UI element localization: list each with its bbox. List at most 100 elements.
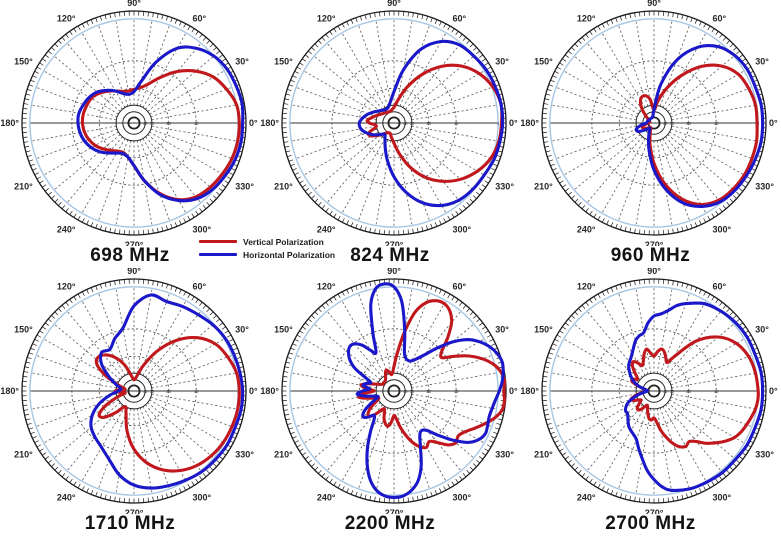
- outer-ring-ticks: [282, 279, 506, 503]
- legend-label-horizontal-polarization: Horizontal Polarization: [243, 249, 336, 260]
- angle-label-150: 150°: [274, 325, 293, 335]
- angle-label-240: 240°: [57, 224, 76, 234]
- angle-label-120: 120°: [317, 14, 336, 24]
- polar-chart-960mhz: 40 30 20 10 3 0°30°60°90°120°150°180°210°240°…: [520, 0, 778, 246]
- angle-label-0: 0°: [249, 386, 258, 396]
- angle-label-240: 240°: [57, 492, 76, 502]
- polar-plot-960mhz: 40 30 20 10 3 0° 30° 60° 90° 120° 150° 180° 210° 240°…: [520, 0, 781, 268]
- legend: Vertical Polarization Horizontal Polariz…: [199, 236, 336, 260]
- angle-label-180: 180°: [0, 118, 19, 128]
- angle-label-60: 60°: [453, 282, 467, 292]
- radial-scale-label: 40: [403, 389, 408, 394]
- angle-label-60: 60°: [713, 282, 727, 292]
- angle-label-60: 60°: [193, 14, 207, 24]
- polar-plot-2200mhz: 40 30 20 10 3 0° 30° 60° 90° 120° 150° 180° 210° 240°…: [260, 268, 520, 536]
- polar-plot-698mhz: 40 30 20 10 3 0° 30° 60° 90° 120° 150° 180° 210° 240°…: [0, 0, 260, 268]
- angle-label-90: 90°: [647, 268, 661, 276]
- series-horizontal-polarization: [634, 44, 765, 208]
- series-horizontal-polarization: [623, 301, 765, 492]
- angle-label-150: 150°: [14, 57, 33, 67]
- angle-label-30: 30°: [235, 325, 249, 335]
- angle-label-0: 0°: [769, 118, 778, 128]
- series-horizontal-polarization: [357, 39, 505, 208]
- radial-scale-label: 10: [714, 389, 719, 394]
- center-circle: [115, 104, 153, 142]
- angle-label-330: 330°: [235, 182, 254, 192]
- angle-label-240: 240°: [577, 224, 596, 234]
- angle-label-330: 330°: [755, 182, 774, 192]
- angle-label-120: 120°: [577, 282, 596, 292]
- legend-line-horizontal-polarization-icon: [199, 253, 237, 256]
- angle-spokes: [291, 18, 497, 228]
- angle-label-300: 300°: [713, 224, 732, 234]
- polar-chart-2200mhz: 40 30 20 10 3 0°30°60°90°120°150°180°210°240°…: [260, 268, 518, 514]
- series-horizontal-polarization: [346, 282, 505, 499]
- center-circle: [122, 111, 146, 135]
- angle-label-180: 180°: [520, 386, 539, 396]
- angle-label-150: 150°: [534, 325, 553, 335]
- angle-label-330: 330°: [755, 450, 774, 460]
- angle-label-270: 270°: [645, 508, 664, 514]
- angle-label-300: 300°: [453, 492, 472, 502]
- angle-label-240: 240°: [317, 224, 336, 234]
- center-circle: [387, 384, 401, 398]
- radial-scale-label: 30: [670, 389, 675, 394]
- polar-chart-1710mhz: 40 30 20 10 3 0°30°60°90°120°150°180°210°240°…: [0, 268, 258, 514]
- angle-label-90: 90°: [127, 268, 141, 276]
- angle-spokes: [31, 18, 237, 228]
- angle-label-90: 90°: [127, 0, 141, 8]
- radial-scale-label: 20: [166, 389, 171, 394]
- angle-label-180: 180°: [260, 118, 279, 128]
- radial-scale-label: 20: [426, 389, 431, 394]
- center-circle: [127, 384, 141, 398]
- angle-label-90: 90°: [387, 268, 401, 276]
- angle-label-0: 0°: [509, 118, 518, 128]
- angle-label-330: 330°: [495, 450, 514, 460]
- series-vertical-polarization: [365, 63, 504, 183]
- angle-label-0: 0°: [769, 386, 778, 396]
- angle-label-210: 210°: [534, 182, 553, 192]
- radial-scale-label: 20: [686, 389, 691, 394]
- series-vertical-polarization: [629, 335, 760, 449]
- legend-item-horizontal-polarization: Horizontal Polarization: [199, 249, 336, 260]
- center-circle: [387, 116, 401, 130]
- legend-item-vertical-polarization: Vertical Polarization: [199, 236, 335, 247]
- angle-label-120: 120°: [577, 14, 596, 24]
- angle-label-120: 120°: [57, 14, 76, 24]
- polar-chart-2700mhz: 40 30 20 10 3 0°30°60°90°120°150°180°210°240°…: [520, 268, 778, 514]
- radial-scale-label: 30: [410, 389, 415, 394]
- radial-scale-label: 40: [663, 121, 668, 126]
- angle-label-300: 300°: [713, 492, 732, 502]
- polar-chart-824mhz: 40 30 20 10 3 0°30°60°90°120°150°180°210°240°…: [260, 0, 518, 246]
- angle-label-270: 270°: [385, 240, 404, 246]
- plot-title-824mhz: 824 MHz: [350, 245, 430, 266]
- legend-line-vertical-polarization-icon: [199, 240, 237, 243]
- angle-label-60: 60°: [193, 282, 207, 292]
- angle-label-180: 180°: [0, 386, 19, 396]
- polar-chart-698mhz: 40 30 20 10 3 0°30°60°90°120°150°180°210°240°…: [0, 0, 258, 246]
- angle-label-270: 270°: [385, 508, 404, 514]
- radial-scale-label: 10: [714, 121, 719, 126]
- radial-scale-label: 40: [143, 389, 148, 394]
- angle-spokes: [551, 286, 757, 496]
- center-circle: [635, 372, 673, 410]
- plot-title-2200mhz: 2200 MHz: [344, 513, 436, 534]
- radial-scale-label: 30: [410, 121, 415, 126]
- legend-label-vertical-polarization: Vertical Polarization: [243, 236, 324, 247]
- radial-scale-label: 10: [194, 121, 199, 126]
- angle-label-210: 210°: [274, 450, 293, 460]
- angle-label-30: 30°: [235, 57, 249, 67]
- radial-scale-label: 30: [670, 121, 675, 126]
- radial-scale-label: 40: [663, 389, 668, 394]
- angle-label-330: 330°: [235, 450, 254, 460]
- polar-plot-1710mhz: 40 30 20 10 3 0° 30° 60° 90° 120° 150° 180° 210° 240°…: [0, 268, 260, 536]
- angle-label-210: 210°: [14, 450, 33, 460]
- radial-scale-label: 20: [166, 121, 171, 126]
- radial-scale-label: 40: [403, 121, 408, 126]
- center-circle: [127, 116, 141, 130]
- polar-plot-2700mhz: 40 30 20 10 3 0° 30° 60° 90° 120° 150° 180° 210° 240°…: [520, 268, 781, 536]
- angle-label-120: 120°: [57, 282, 76, 292]
- series-vertical-polarization: [357, 299, 507, 450]
